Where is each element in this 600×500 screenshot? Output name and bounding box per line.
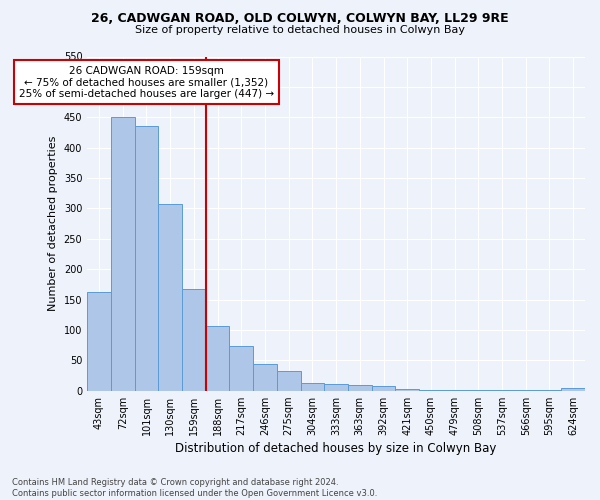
Bar [158, 204, 182, 390]
Bar [229, 346, 253, 391]
Text: 26, CADWGAN ROAD, OLD COLWYN, COLWYN BAY, LL29 9RE: 26, CADWGAN ROAD, OLD COLWYN, COLWYN BAY… [91, 12, 509, 26]
Y-axis label: Number of detached properties: Number of detached properties [48, 136, 58, 312]
Text: 26 CADWGAN ROAD: 159sqm
← 75% of detached houses are smaller (1,352)
25% of semi: 26 CADWGAN ROAD: 159sqm ← 75% of detache… [19, 66, 274, 99]
Bar [324, 384, 348, 390]
X-axis label: Distribution of detached houses by size in Colwyn Bay: Distribution of detached houses by size … [175, 442, 497, 455]
Bar [87, 292, 111, 390]
Bar [301, 384, 324, 390]
Text: Contains HM Land Registry data © Crown copyright and database right 2024.
Contai: Contains HM Land Registry data © Crown c… [12, 478, 377, 498]
Text: Size of property relative to detached houses in Colwyn Bay: Size of property relative to detached ho… [135, 25, 465, 35]
Bar [561, 388, 585, 390]
Bar [206, 326, 229, 390]
Bar [134, 126, 158, 390]
Bar [348, 384, 371, 390]
Bar [111, 118, 134, 390]
Bar [371, 386, 395, 390]
Bar [277, 370, 301, 390]
Bar [182, 289, 206, 390]
Bar [253, 364, 277, 390]
